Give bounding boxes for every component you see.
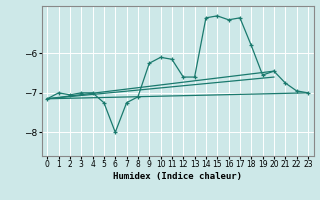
X-axis label: Humidex (Indice chaleur): Humidex (Indice chaleur): [113, 172, 242, 181]
